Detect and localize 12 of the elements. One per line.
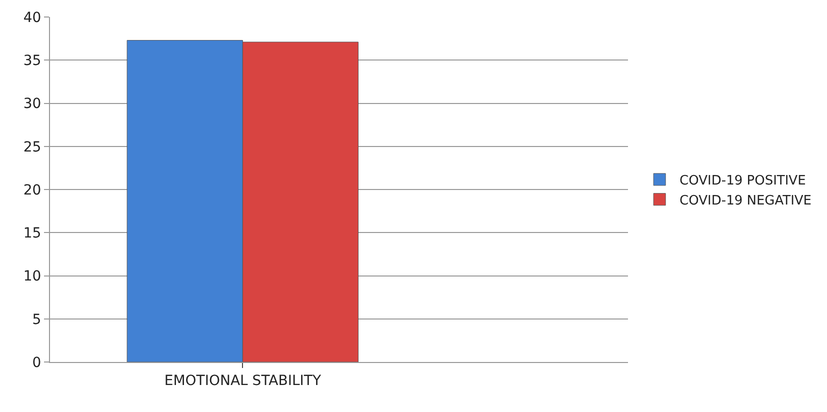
y-tick-label: 0 xyxy=(32,354,42,371)
y-tick-label: 30 xyxy=(23,96,42,112)
y-tick-label: 35 xyxy=(23,53,42,70)
y-tick-label: 25 xyxy=(23,139,42,156)
y-tick-label: 40 xyxy=(23,10,42,26)
y-tick-label: 20 xyxy=(23,182,42,198)
y-tick-label: 5 xyxy=(32,312,42,328)
legend-label: COVID-19 NEGATIVE xyxy=(680,193,812,208)
x-tick-label: EMOTIONAL STABILITY xyxy=(164,372,322,389)
y-tick-label: 10 xyxy=(23,268,42,285)
y-tick-label: 15 xyxy=(23,226,42,242)
legend-label: COVID-19 POSITIVE xyxy=(680,174,806,189)
